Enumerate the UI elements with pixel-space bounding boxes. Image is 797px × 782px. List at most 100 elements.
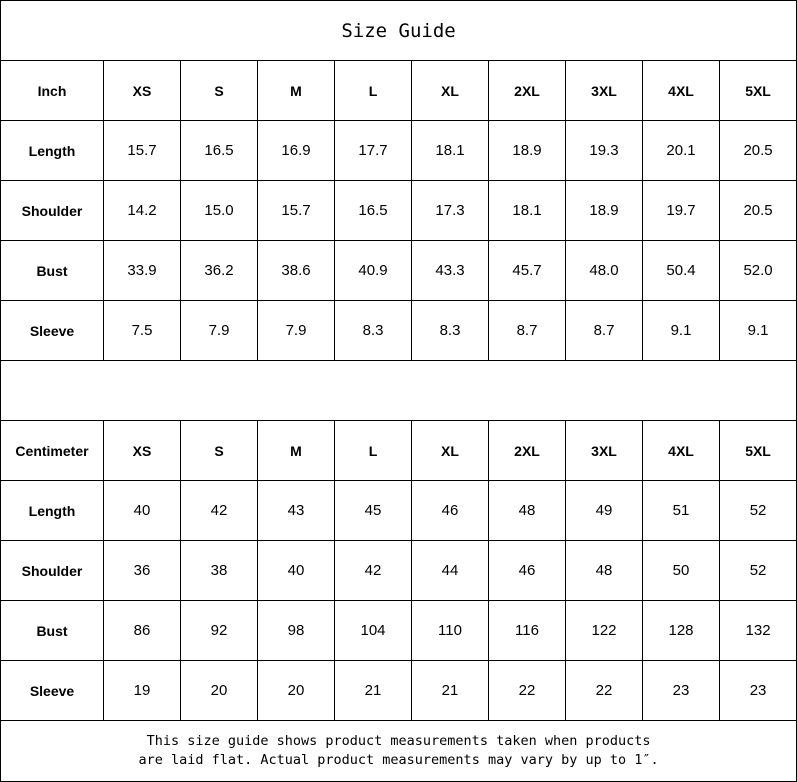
size-header: L	[334, 60, 412, 121]
measurement-value: 21	[334, 660, 412, 721]
size-header: S	[180, 60, 258, 121]
measurement-value: 122	[565, 600, 643, 661]
measurement-value: 45.7	[488, 240, 566, 301]
size-header: 5XL	[718, 420, 797, 481]
measurement-value: 23	[718, 660, 797, 721]
table-row: Bust 86 92 98 104 110 116 122 128 132	[0, 600, 797, 661]
measurement-value: 15.0	[180, 180, 258, 241]
size-header: M	[257, 60, 335, 121]
footer-line-1: This size guide shows product measuremen…	[146, 733, 651, 749]
measurement-value: 8.7	[565, 300, 643, 361]
size-header: 4XL	[642, 420, 720, 481]
measurement-value: 23	[642, 660, 720, 721]
measurement-value: 19.3	[565, 120, 643, 181]
cm-header-row: Centimeter XS S M L XL 2XL 3XL 4XL 5XL	[0, 420, 797, 481]
measurement-value: 9.1	[642, 300, 720, 361]
measurement-value: 48.0	[565, 240, 643, 301]
measurement-value: 8.7	[488, 300, 566, 361]
measurement-value: 40.9	[334, 240, 412, 301]
title-row: Size Guide	[0, 0, 797, 61]
measurement-label: Bust	[0, 240, 104, 301]
size-header: XS	[103, 60, 181, 121]
table-row: Length 15.7 16.5 16.9 17.7 18.1 18.9 19.3 20.1 20…	[0, 120, 797, 181]
table-row: Shoulder 14.2 15.0 15.7 16.5 17.3 18.1 18.9 19.7…	[0, 180, 797, 241]
table-row: Shoulder 36 38 40 42 44 46 48 50 52	[0, 540, 797, 601]
measurement-value: 52.0	[718, 240, 797, 301]
measurement-value: 40	[257, 540, 335, 601]
measurement-value: 7.5	[103, 300, 181, 361]
measurement-value: 44	[411, 540, 489, 601]
spacer-cell	[0, 360, 797, 421]
measurement-value: 86	[103, 600, 181, 661]
size-header: 5XL	[718, 60, 797, 121]
measurement-value: 22	[565, 660, 643, 721]
measurement-value: 46	[488, 540, 566, 601]
measurement-value: 52	[718, 540, 797, 601]
measurement-value: 18.9	[488, 120, 566, 181]
measurement-value: 21	[411, 660, 489, 721]
size-header: 4XL	[642, 60, 720, 121]
table-row: Length 40 42 43 45 46 48 49 51 52	[0, 480, 797, 541]
measurement-value: 104	[334, 600, 412, 661]
unit-label: Inch	[0, 60, 104, 121]
measurement-value: 7.9	[257, 300, 335, 361]
inch-header-row: Inch XS S M L XL 2XL 3XL 4XL 5XL	[0, 60, 797, 121]
measurement-value: 20.5	[718, 180, 797, 241]
measurement-label: Sleeve	[0, 660, 104, 721]
measurement-label: Length	[0, 480, 104, 541]
measurement-value: 48	[565, 540, 643, 601]
measurement-value: 14.2	[103, 180, 181, 241]
measurement-value: 22	[488, 660, 566, 721]
measurement-value: 20	[180, 660, 258, 721]
unit-label: Centimeter	[0, 420, 104, 481]
table-row: Sleeve 7.5 7.9 7.9 8.3 8.3 8.7 8.7 9.1 9.1	[0, 300, 797, 361]
measurement-value: 20.5	[718, 120, 797, 181]
size-header: 2XL	[488, 60, 566, 121]
measurement-value: 48	[488, 480, 566, 541]
size-header: S	[180, 420, 258, 481]
measurement-value: 19.7	[642, 180, 720, 241]
measurement-value: 16.5	[180, 120, 258, 181]
measurement-label: Shoulder	[0, 540, 104, 601]
measurement-value: 33.9	[103, 240, 181, 301]
size-header: 3XL	[565, 420, 643, 481]
measurement-value: 17.7	[334, 120, 412, 181]
measurement-value: 8.3	[411, 300, 489, 361]
measurement-value: 110	[411, 600, 489, 661]
measurement-value: 92	[180, 600, 258, 661]
measurement-value: 42	[334, 540, 412, 601]
spacer-row	[0, 360, 797, 421]
measurement-value: 45	[334, 480, 412, 541]
table-row: Sleeve 19 20 20 21 21 22 22 23 23	[0, 660, 797, 721]
size-header: L	[334, 420, 412, 481]
measurement-value: 19	[103, 660, 181, 721]
size-header: XS	[103, 420, 181, 481]
measurement-value: 7.9	[180, 300, 258, 361]
measurement-value: 50.4	[642, 240, 720, 301]
footer-line-2: are laid flat. Actual product measuremen…	[138, 752, 659, 768]
measurement-value: 40	[103, 480, 181, 541]
measurement-value: 36	[103, 540, 181, 601]
measurement-value: 18.9	[565, 180, 643, 241]
size-header: XL	[411, 60, 489, 121]
measurement-value: 49	[565, 480, 643, 541]
measurement-value: 16.5	[334, 180, 412, 241]
footer-row: This size guide shows product measuremen…	[0, 720, 797, 782]
measurement-label: Length	[0, 120, 104, 181]
size-header: 2XL	[488, 420, 566, 481]
measurement-value: 128	[642, 600, 720, 661]
measurement-value: 8.3	[334, 300, 412, 361]
measurement-value: 20.1	[642, 120, 720, 181]
measurement-value: 15.7	[103, 120, 181, 181]
measurement-value: 42	[180, 480, 258, 541]
measurement-value: 18.1	[411, 120, 489, 181]
measurement-value: 36.2	[180, 240, 258, 301]
page-title: Size Guide	[0, 0, 797, 61]
measurement-value: 17.3	[411, 180, 489, 241]
measurement-value: 9.1	[718, 300, 797, 361]
measurement-value: 18.1	[488, 180, 566, 241]
measurement-value: 43	[257, 480, 335, 541]
measurement-value: 50	[642, 540, 720, 601]
size-header: M	[257, 420, 335, 481]
